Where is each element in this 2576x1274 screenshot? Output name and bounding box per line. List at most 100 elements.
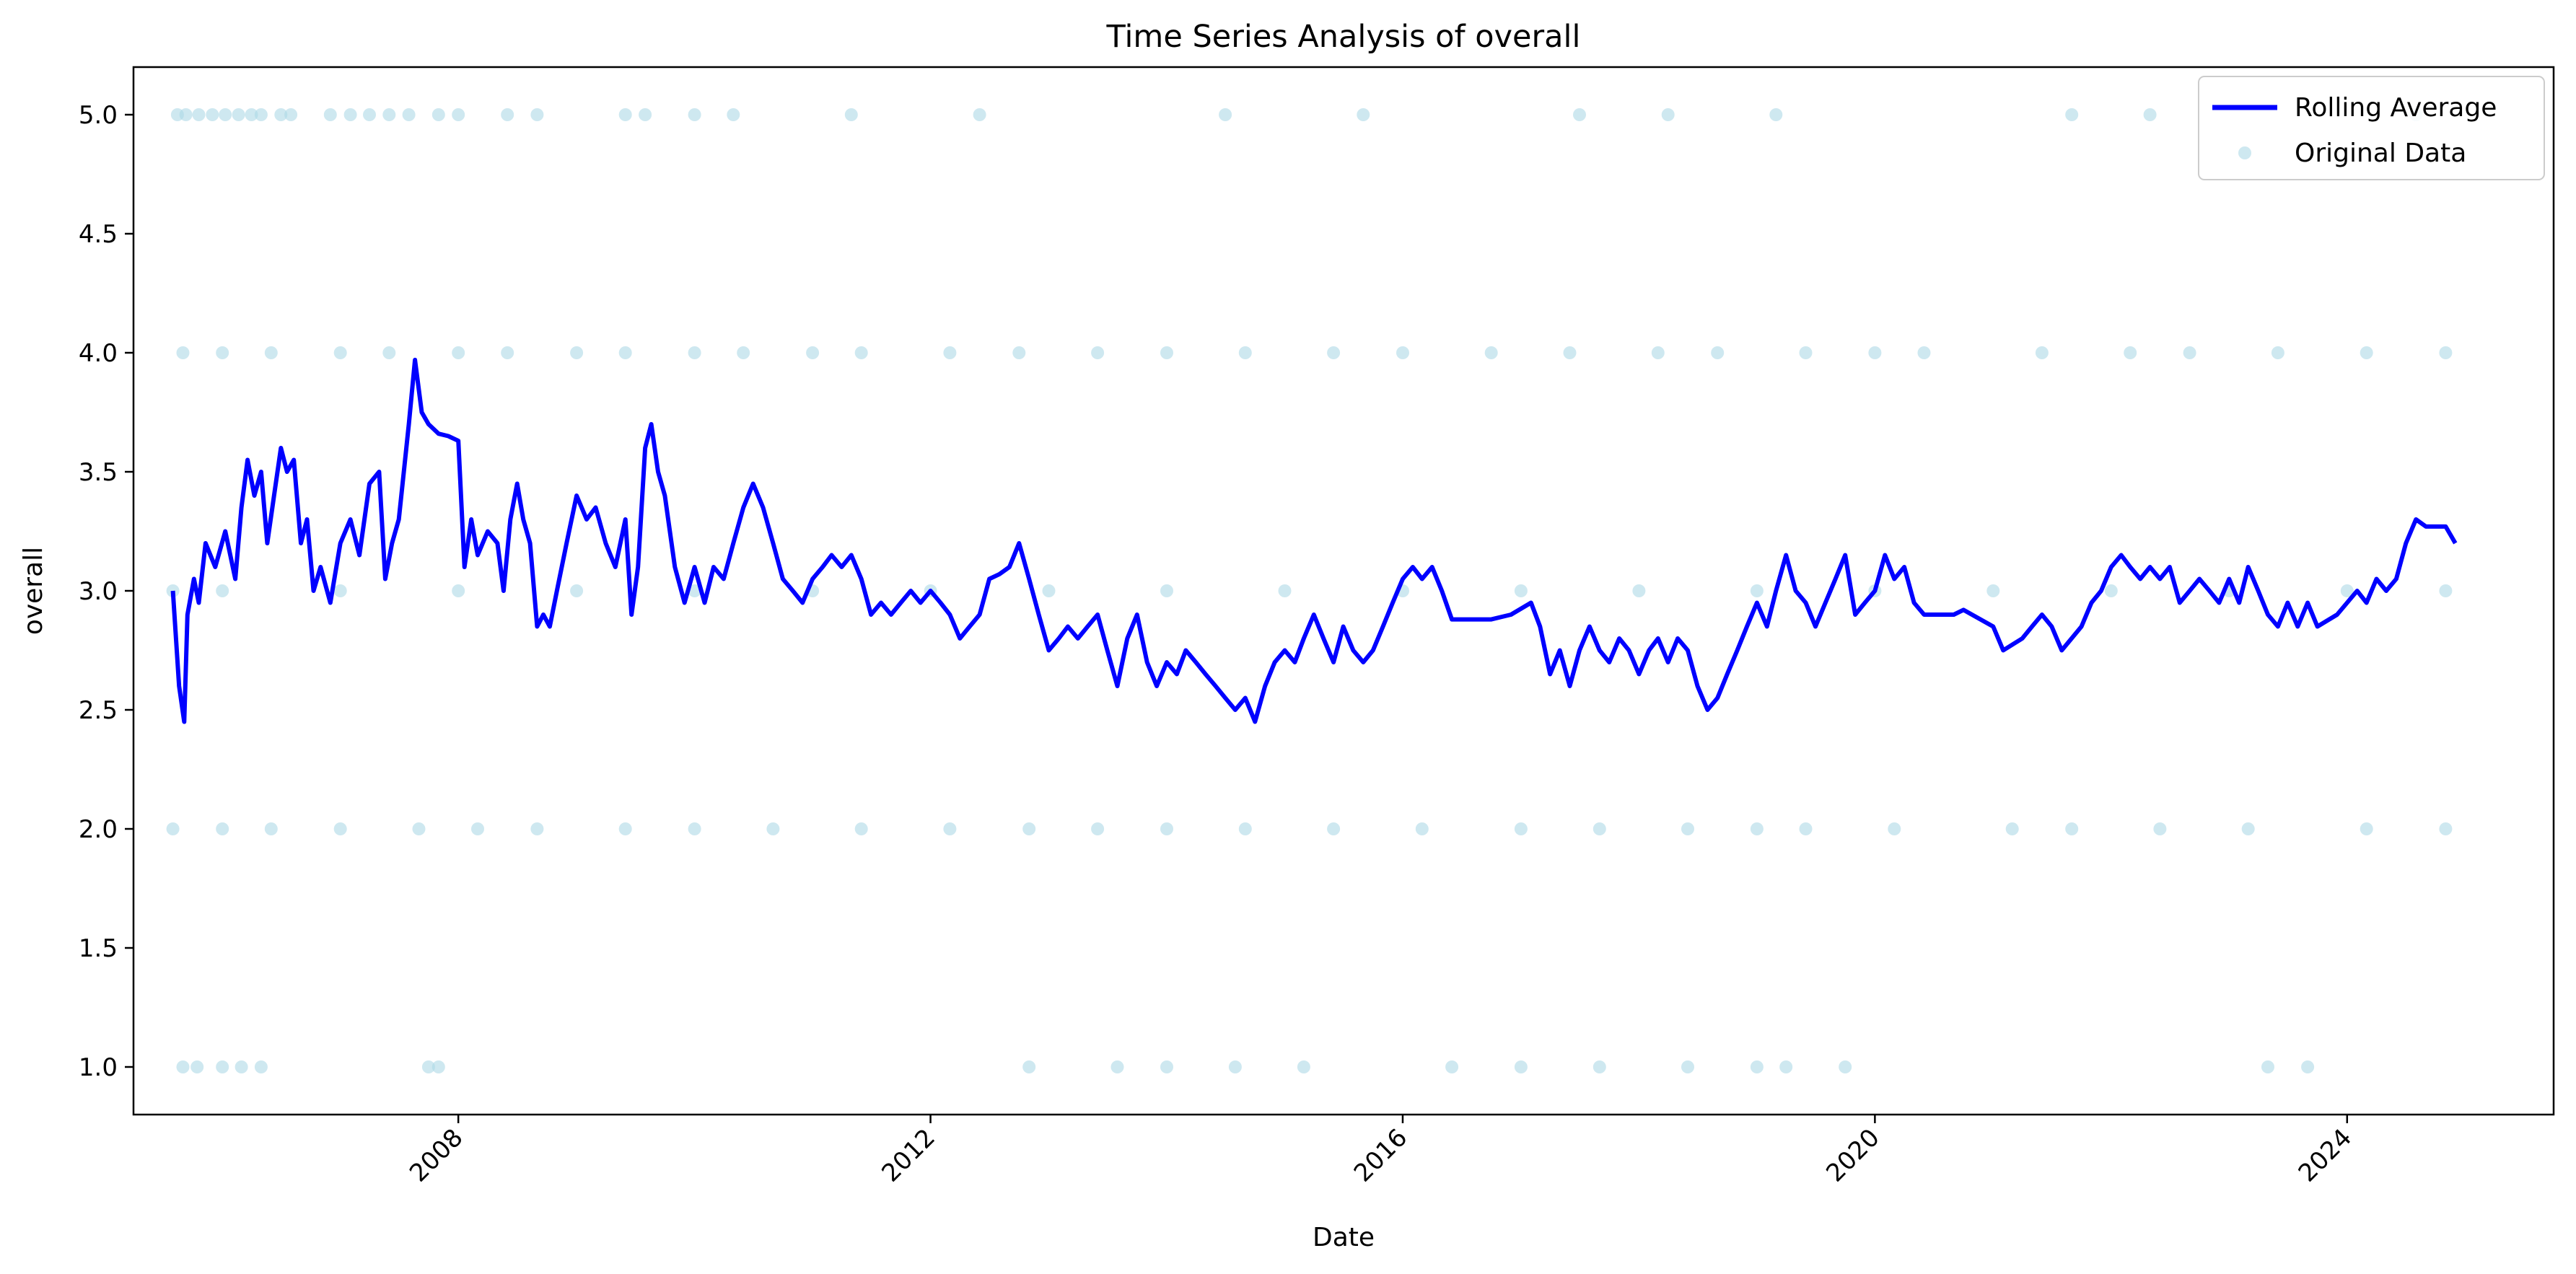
scatter-point: [2005, 822, 2019, 835]
scatter-point: [264, 822, 278, 835]
scatter-point: [1799, 822, 1813, 835]
scatter-point: [1297, 1060, 1310, 1073]
scatter-point: [570, 584, 584, 597]
scatter-point: [382, 108, 396, 121]
scatter-point: [1839, 1060, 1852, 1073]
scatter-point: [2261, 1060, 2274, 1073]
scatter-point: [688, 584, 701, 597]
scatter-point: [1681, 1060, 1694, 1073]
scatter-point: [501, 346, 514, 359]
y-tick-label: 4.0: [79, 339, 118, 368]
scatter-point: [2439, 346, 2453, 359]
scatter-point: [2183, 346, 2196, 359]
rolling-average-line: [170, 357, 2458, 724]
scatter-point: [570, 346, 584, 359]
scatter-point: [1445, 1060, 1459, 1073]
scatter-point: [1593, 1060, 1606, 1073]
scatter-point: [382, 346, 396, 359]
scatter-point: [1327, 822, 1341, 835]
scatter-point: [688, 346, 701, 359]
scatter-point: [176, 346, 190, 359]
scatter-point: [1750, 584, 1764, 597]
scatter-point: [943, 822, 957, 835]
scatter-point: [1042, 584, 1056, 597]
scatter-point: [2340, 584, 2354, 597]
scatter-point: [166, 822, 180, 835]
x-axis-label: Date: [1313, 1223, 1375, 1252]
scatter-point: [412, 822, 426, 835]
scatter-point: [323, 108, 337, 121]
scatter-point: [274, 108, 288, 121]
scatter-point: [688, 108, 701, 121]
scatter-point: [333, 822, 347, 835]
scatter-point: [854, 346, 868, 359]
scatter-point: [2271, 346, 2284, 359]
scatter-point: [2241, 822, 2255, 835]
scatter-point: [766, 822, 780, 835]
scatter-point: [2143, 108, 2157, 121]
scatter-point: [639, 108, 652, 121]
scatter-point: [2439, 822, 2453, 835]
scatter-point: [1327, 346, 1341, 359]
scatter-point: [1012, 346, 1026, 359]
scatter-point: [2301, 1060, 2315, 1073]
scatter-point: [235, 1060, 248, 1073]
scatter-point: [219, 108, 232, 121]
scatter-point: [333, 346, 347, 359]
y-axis-label: overall: [19, 547, 48, 635]
scatter-point: [618, 346, 632, 359]
scatter-point: [854, 822, 868, 835]
scatter-point: [727, 108, 740, 121]
scatter-point: [363, 108, 376, 121]
scatter-point: [216, 584, 229, 597]
scatter-point: [1160, 584, 1173, 597]
scatter-point: [2360, 822, 2373, 835]
scatter-point: [943, 346, 957, 359]
scatter-point: [530, 108, 544, 121]
y-axis: 1.0 1.5 2.0 2.5 3.0 3.5 4.0 4.5 5.0: [79, 101, 133, 1082]
scatter-point: [190, 1060, 204, 1073]
scatter-point: [1396, 346, 1409, 359]
scatter-point: [343, 108, 357, 121]
y-tick-label: 5.0: [79, 101, 118, 130]
scatter-point: [421, 1060, 435, 1073]
scatter-point: [501, 108, 514, 121]
scatter-point: [1769, 108, 1783, 121]
scatter-point: [1888, 822, 1901, 835]
scatter-point: [2065, 108, 2079, 121]
scatter-point: [1357, 108, 1370, 121]
line-layer: [170, 357, 2458, 724]
scatter-point: [688, 822, 701, 835]
scatter-point: [1917, 346, 1931, 359]
scatter-point: [402, 108, 416, 121]
scatter-point: [530, 822, 544, 835]
scatter-point: [471, 822, 484, 835]
scatter-point: [1651, 346, 1665, 359]
scatter-point: [176, 1060, 190, 1073]
y-tick-label: 3.5: [79, 458, 118, 487]
scatter-point: [2035, 346, 2049, 359]
scatter-point: [2439, 584, 2453, 597]
y-tick-label: 2.5: [79, 696, 118, 725]
scatter-point: [1868, 346, 1882, 359]
scatter-point: [806, 346, 820, 359]
scatter-point: [2065, 822, 2079, 835]
scatter-point: [1593, 822, 1606, 835]
scatter-point: [452, 346, 465, 359]
scatter-point: [452, 108, 465, 121]
scatter-point: [1514, 822, 1528, 835]
chart-title: Time Series Analysis of overall: [1106, 19, 1581, 55]
scatter-point: [1160, 346, 1173, 359]
scatter-point: [844, 108, 858, 121]
scatter-point: [216, 346, 229, 359]
scatter-point: [452, 584, 465, 597]
y-tick-label: 3.0: [79, 577, 118, 606]
scatter-point: [1278, 584, 1292, 597]
legend-label-original-data: Original Data: [2295, 139, 2466, 168]
scatter-point: [206, 108, 219, 121]
scatter-point: [1563, 346, 1577, 359]
scatter-point: [431, 1060, 445, 1073]
legend-label-rolling-average: Rolling Average: [2295, 93, 2497, 123]
